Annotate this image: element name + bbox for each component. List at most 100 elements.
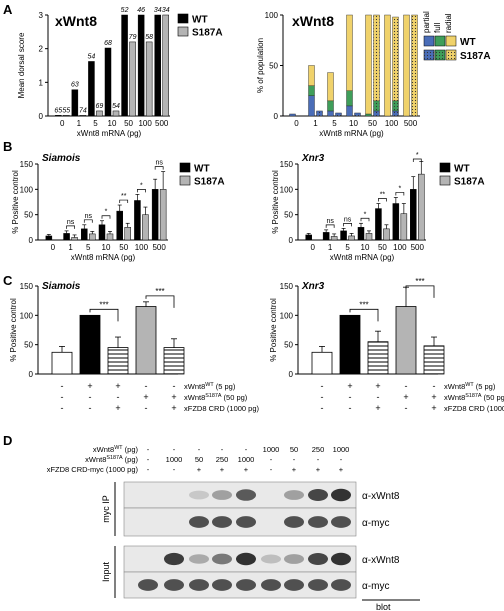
legend-stack-label: full	[433, 23, 442, 33]
x-axis-label: xWnt8 mRNA (pg)	[71, 253, 136, 262]
table-cell: +	[143, 392, 148, 402]
legend-label: S187A	[194, 177, 225, 188]
bar	[51, 351, 73, 375]
table-cell: -	[89, 403, 92, 413]
y-axis-label: % Positive control	[271, 170, 280, 234]
n-label: 65	[54, 107, 62, 114]
blot-band	[236, 516, 256, 528]
legend-swatch	[177, 13, 189, 24]
table-cell: +	[87, 381, 92, 391]
y-tick-label: 100	[265, 11, 279, 20]
chart-c-right: 0 50 100 150% Positive control *** *** Xnr3	[269, 277, 445, 379]
n-label: 68	[104, 40, 112, 47]
table-cell: +	[171, 392, 176, 402]
chart-title: xWnt8	[55, 13, 97, 29]
lane-value: -	[270, 465, 273, 474]
x-tick-label: 50	[119, 243, 128, 252]
y-tick-label: 0	[289, 236, 294, 245]
sig-label: ns	[155, 160, 163, 167]
bar-s187a	[400, 213, 408, 241]
panel-label-d: D	[3, 433, 13, 448]
blot-band	[284, 516, 304, 528]
sig-bracket	[343, 222, 352, 227]
lane-value: -	[270, 455, 273, 464]
legend-swatch	[439, 162, 451, 173]
lane-value: -	[173, 465, 176, 474]
lane-value: 1000	[238, 455, 255, 464]
bar-wt	[71, 89, 79, 117]
stack-segment	[308, 65, 315, 86]
stack-segment	[346, 90, 353, 107]
sig-bracket	[154, 166, 164, 170]
sig-label: ns	[67, 219, 75, 226]
blot-band	[284, 554, 304, 564]
table-cell: +	[375, 381, 380, 391]
n-label: 58	[145, 34, 153, 41]
x-tick-label: 1	[313, 119, 318, 128]
bar-wt	[55, 115, 62, 117]
row-label: xWnt8WT (pg)	[93, 445, 139, 454]
x-tick-label: 1	[77, 119, 82, 128]
y-tick-label: 50	[269, 62, 278, 71]
n-label: 63	[71, 82, 79, 89]
lane-value: 250	[216, 455, 229, 464]
legend-pattern	[424, 50, 434, 60]
table-cell: -	[321, 403, 324, 413]
x-tick-label: 500	[411, 243, 425, 252]
western-blot: xWnt8WT (pg) - - - - -1000 50 250 1000xWnt8S187A…	[47, 445, 420, 611]
band-label: α-myc	[362, 581, 389, 592]
n-label: 55	[62, 107, 70, 114]
y-axis-label: % Positive control	[269, 298, 278, 362]
sig-bracket	[412, 158, 422, 162]
lane-value: +	[244, 465, 249, 474]
sig-label: *	[105, 209, 108, 216]
blot-band	[284, 579, 304, 591]
stack-segment	[403, 14, 410, 117]
bar-wt	[375, 208, 382, 241]
legend-swatch	[179, 162, 191, 173]
x-tick-label: 50	[378, 243, 387, 252]
legend-swatch	[177, 26, 189, 37]
chart-title: xWnt8	[292, 13, 334, 29]
y-tick-label: 50	[284, 211, 293, 220]
y-tick-label: 0	[274, 112, 279, 121]
stack-pattern	[373, 110, 380, 116]
bar	[79, 314, 101, 375]
table-cell: +	[431, 403, 436, 413]
x-tick-label: 500	[404, 119, 418, 128]
y-tick-label: 50	[24, 211, 33, 220]
row-label: xWnt8S187A (50 pg)	[184, 393, 248, 402]
sig-label: ns	[326, 218, 334, 225]
legend-label: WT	[460, 37, 476, 48]
legend-label: WT	[194, 164, 210, 175]
blot-band	[236, 579, 256, 591]
lane-value: -	[147, 465, 150, 474]
n-label: 79	[129, 34, 137, 41]
blot-band	[236, 489, 256, 501]
legend-swatch	[434, 35, 446, 47]
sig-bracket	[378, 198, 387, 202]
blot-band	[308, 579, 328, 591]
sig-bracket	[83, 219, 93, 223]
x-tick-label: 100	[138, 119, 152, 128]
band-label: α-xWnt8	[362, 491, 400, 502]
blot-band	[164, 552, 184, 566]
x-tick-label: 0	[310, 243, 315, 252]
stack-segment	[327, 72, 334, 102]
table-cell: +	[115, 403, 120, 413]
bar-s187a	[63, 115, 70, 117]
lane-value: -	[245, 445, 248, 454]
x-tick-label: 0	[60, 119, 65, 128]
table-cell: +	[347, 381, 352, 391]
lane-value: +	[197, 465, 202, 474]
bar-s187a	[142, 214, 149, 241]
bar-wt	[63, 233, 70, 241]
x-tick-label: 10	[108, 119, 117, 128]
table-cell: -	[117, 392, 120, 402]
y-tick-label: 0	[289, 370, 294, 379]
blot-band	[261, 579, 281, 591]
bar-s187a	[383, 228, 390, 241]
blot-band	[189, 490, 209, 500]
chart-a-right: 0 50 100 % of population 0 1 5 10 50 100 500 xWnt8 …	[256, 11, 491, 138]
blot-band	[331, 488, 351, 502]
